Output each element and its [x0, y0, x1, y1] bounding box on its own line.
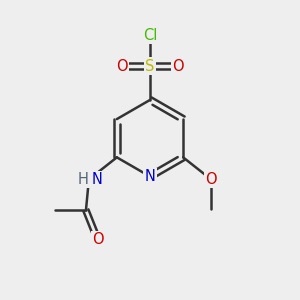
Text: O: O — [205, 172, 217, 187]
Text: O: O — [116, 58, 128, 74]
Text: O: O — [92, 232, 103, 247]
Text: S: S — [145, 58, 155, 74]
Text: O: O — [172, 58, 184, 74]
Text: H: H — [78, 172, 89, 187]
Text: Cl: Cl — [143, 28, 157, 43]
Text: N: N — [91, 172, 102, 187]
Text: N: N — [145, 169, 155, 184]
